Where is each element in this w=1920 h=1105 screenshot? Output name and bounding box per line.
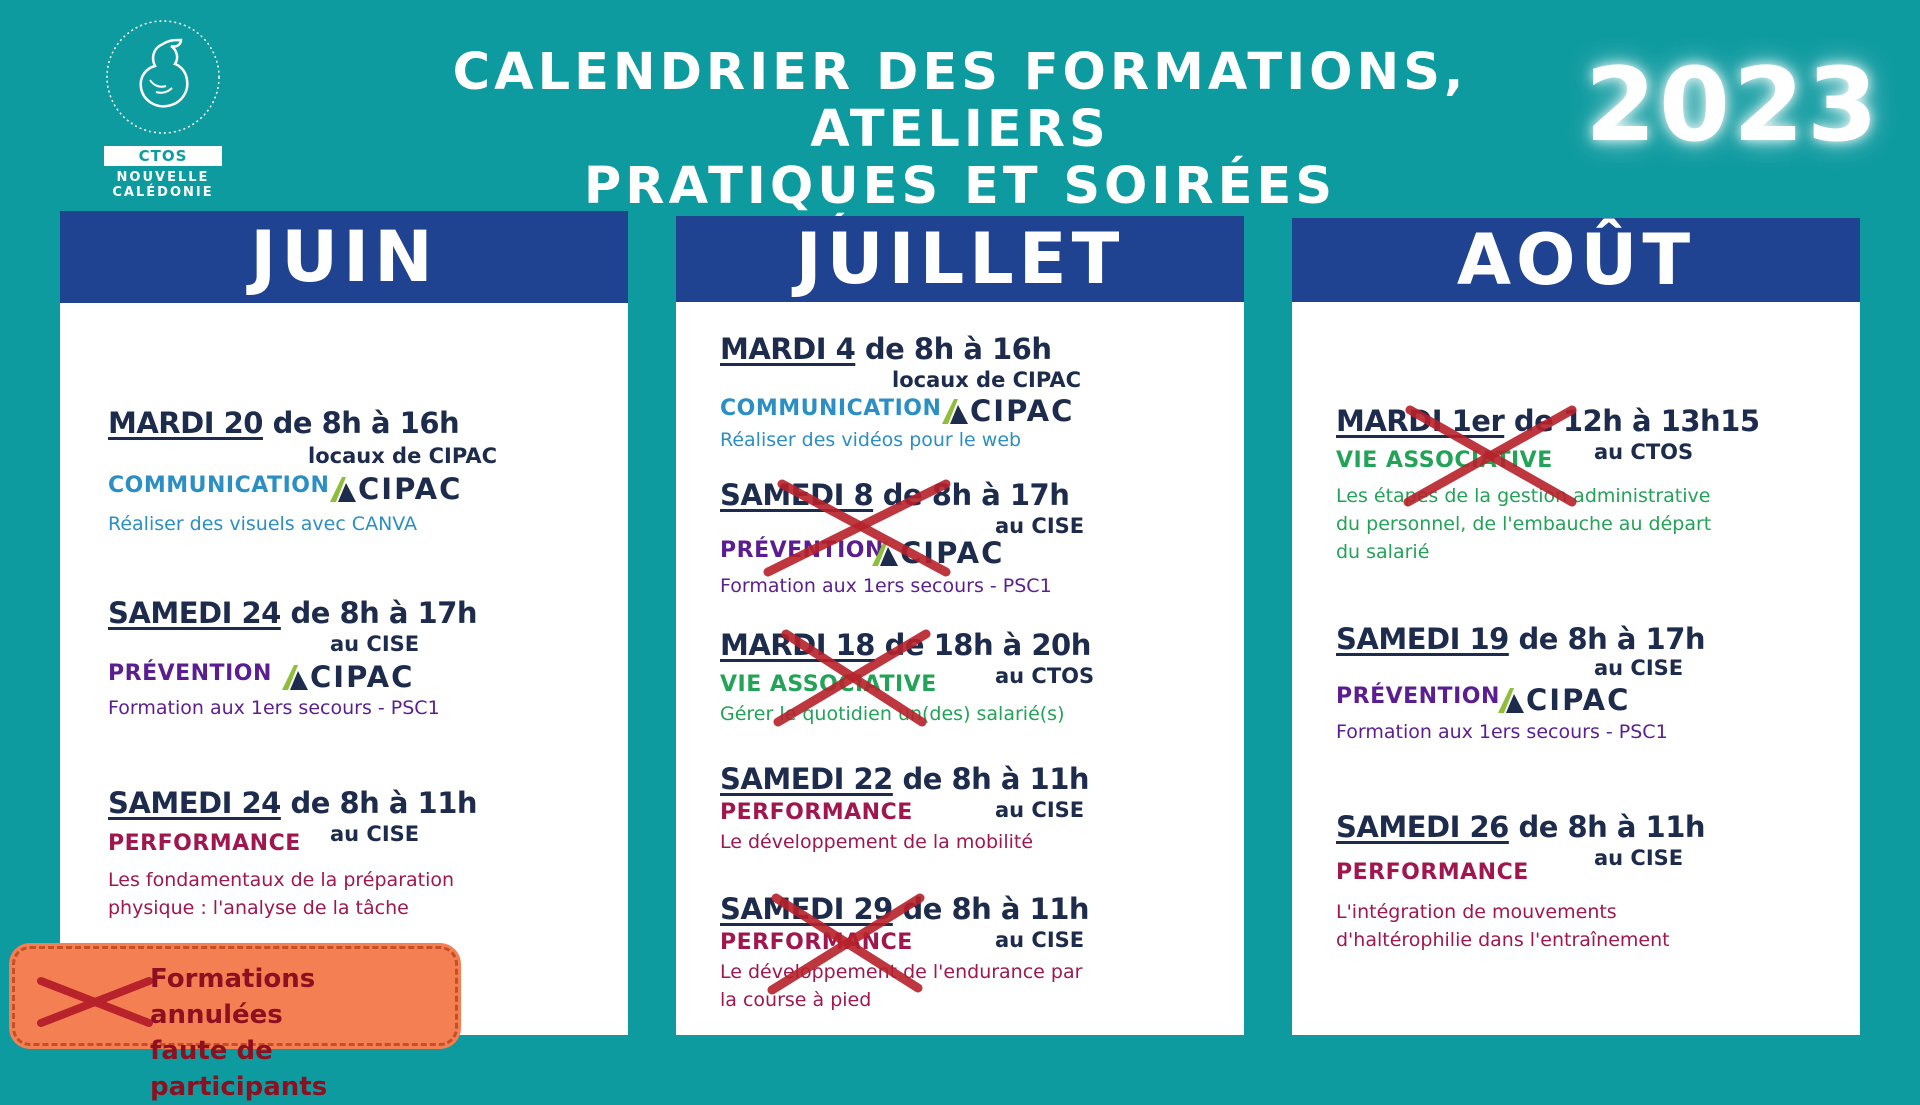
event-card: MARDI 20 de 8h à 16h locaux de CIPAC COM… [108, 406, 608, 556]
event-time: de 8h à 11h [290, 786, 478, 820]
event-time: de 8h à 16h [864, 332, 1052, 366]
cancel-cross-icon [773, 629, 931, 727]
event-card: SAMEDI 24 de 8h à 17h au CISE PRÉVENTION… [108, 596, 608, 726]
cipac-logo: CIPAC [280, 660, 415, 694]
cipac-mark-icon [870, 539, 900, 567]
event-date: SAMEDI 24 de 8h à 11h [108, 786, 478, 820]
event-card: SAMEDI 24 de 8h à 11h au CISE PERFORMANC… [108, 786, 608, 936]
event-location: au CISE [995, 514, 1085, 538]
logo-region-line1: NOUVELLE [116, 170, 210, 185]
event-category: PERFORMANCE [720, 800, 913, 825]
cipac-mark-icon [1496, 686, 1526, 714]
cipac-logo-text: CIPAC [970, 394, 1075, 428]
event-description: Formation aux 1ers secours - PSC1 [1336, 721, 1668, 743]
event-category: PERFORMANCE [1336, 860, 1529, 885]
page-title-line1: CALENDRIER DES FORMATIONS, ATELIERS [452, 43, 1468, 159]
event-card: SAMEDI 22 de 8h à 11h au CISE PERFORMANC… [720, 762, 1230, 872]
logo-region-line2: CALÉDONIE [112, 185, 214, 200]
cancel-cross-icon [37, 977, 153, 1027]
event-date: SAMEDI 26 de 8h à 11h [1336, 810, 1706, 844]
month-header: JUILLET [676, 216, 1244, 302]
cipac-logo: CIPAC [940, 394, 1075, 428]
event-time: de 8h à 17h [290, 596, 478, 630]
event-card: SAMEDI 19 de 8h à 17h au CISE PRÉVENTION… [1336, 622, 1846, 752]
event-location: au CTOS [995, 664, 1095, 688]
cipac-logo-text: CIPAC [1526, 683, 1631, 717]
cipac-logo-text: CIPAC [310, 660, 415, 694]
event-description: Réaliser des vidéos pour le web [720, 429, 1022, 451]
event-day: SAMEDI 22 [720, 762, 893, 796]
event-day: MARDI 4 [720, 332, 856, 366]
event-date: MARDI 4 de 8h à 16h [720, 332, 1052, 366]
event-card-cancelled: SAMEDI 29 de 8h à 11h au CISE PERFORMANC… [720, 892, 1230, 1022]
event-day: MARDI 20 [108, 406, 263, 440]
event-location: au CTOS [1594, 440, 1694, 464]
event-time: de 8h à 17h [1518, 622, 1706, 656]
month-column-aout: AOÛT MARDI 1er de 12h à 13h15 au CTOS VI… [1292, 218, 1860, 1035]
legend-line1: Formations annulées [150, 964, 316, 1030]
event-location: au CISE [995, 928, 1085, 952]
event-description: Formation aux 1ers secours - PSC1 [108, 697, 440, 719]
ctos-logo: CTOS NOUVELLE CALÉDONIE [100, 14, 226, 204]
event-description: Réaliser des visuels avec CANVA [108, 513, 418, 535]
cipac-mark-icon [280, 663, 310, 691]
cipac-mark-icon [940, 397, 970, 425]
month-column-juin: JUIN MARDI 20 de 8h à 16h locaux de CIPA… [60, 211, 628, 1035]
event-date: MARDI 20 de 8h à 16h [108, 406, 460, 440]
event-date: MARDI 18 de 18h à 20h [720, 628, 1091, 662]
month-header: JUIN [60, 211, 628, 303]
ctos-badge: CTOS [104, 146, 222, 166]
cancel-cross-icon [1403, 405, 1577, 507]
cancelled-legend: Formations annulées faute de participant… [12, 946, 458, 1102]
event-category: PERFORMANCE [720, 930, 913, 955]
event-category: COMMUNICATION [720, 396, 942, 421]
legend-text: Formations annulées faute de participant… [150, 961, 455, 1105]
event-card: SAMEDI 26 de 8h à 11h au CISE PERFORMANC… [1336, 810, 1846, 951]
event-time: de 8h à 16h [272, 406, 460, 440]
event-location: locaux de CIPAC [308, 444, 497, 468]
cancel-cross-icon [763, 479, 951, 577]
logo-region: NOUVELLE CALÉDONIE [100, 170, 226, 200]
cipac-logo-text: CIPAC [358, 472, 463, 506]
month-header: AOÛT [1292, 218, 1860, 302]
event-description: Le développement de la mobilité [720, 831, 1034, 853]
event-date: SAMEDI 19 de 8h à 17h [1336, 622, 1706, 656]
event-description: Formation aux 1ers secours - PSC1 [720, 575, 1052, 597]
rooster-emblem-icon [104, 18, 222, 136]
event-time: de 8h à 11h [1518, 810, 1706, 844]
month-column-juillet: JUILLET MARDI 4 de 8h à 16h locaux de CI… [676, 216, 1244, 1035]
legend-line2: faute de participants [150, 1036, 328, 1102]
event-date: SAMEDI 24 de 8h à 17h [108, 596, 478, 630]
event-location: locaux de CIPAC [892, 368, 1081, 392]
event-day: SAMEDI 26 [1336, 810, 1509, 844]
cancel-cross-icon [767, 893, 925, 995]
event-card: MARDI 4 de 8h à 16h locaux de CIPAC COMM… [720, 332, 1230, 457]
event-time: de 8h à 11h [902, 762, 1090, 796]
event-description: Les fondamentaux de la préparation physi… [108, 869, 455, 919]
event-date: SAMEDI 22 de 8h à 11h [720, 762, 1090, 796]
event-description: L'intégration de mouvements d'haltérophi… [1336, 901, 1670, 951]
cipac-logo: CIPAC [328, 472, 463, 506]
cipac-logo: CIPAC [1496, 683, 1631, 717]
year-label: 2023 [1585, 46, 1881, 165]
event-location: au CISE [1594, 656, 1684, 680]
cipac-mark-icon [328, 475, 358, 503]
event-category: COMMUNICATION [108, 473, 330, 498]
event-location: au CISE [330, 632, 420, 656]
event-day: SAMEDI 24 [108, 786, 281, 820]
event-day: SAMEDI 19 [1336, 622, 1509, 656]
event-location: au CISE [1594, 846, 1684, 870]
event-category: PRÉVENTION [1336, 684, 1500, 709]
event-time: de 8h à 11h [902, 892, 1090, 926]
event-category: PERFORMANCE [108, 831, 301, 856]
event-category: PRÉVENTION [108, 661, 272, 686]
event-location: au CISE [330, 822, 420, 846]
event-day: SAMEDI 24 [108, 596, 281, 630]
event-location: au CISE [995, 798, 1085, 822]
